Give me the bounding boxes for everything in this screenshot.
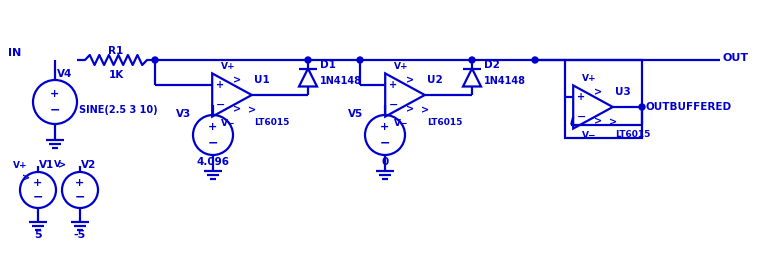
Text: 1K: 1K	[109, 70, 124, 80]
Text: +: +	[578, 92, 585, 102]
Text: >: >	[22, 173, 30, 183]
Text: V2: V2	[81, 160, 96, 170]
Text: −: −	[389, 100, 399, 110]
Text: R1: R1	[109, 46, 124, 56]
Text: V−: V−	[581, 131, 596, 140]
Text: >: >	[233, 75, 241, 85]
Text: 1N4148: 1N4148	[484, 76, 526, 86]
Text: +: +	[208, 122, 217, 132]
Text: −: −	[208, 136, 218, 149]
Text: >: >	[233, 104, 241, 114]
Text: V1: V1	[39, 160, 54, 170]
Text: >: >	[406, 104, 414, 114]
Circle shape	[305, 57, 311, 63]
Text: V: V	[54, 160, 61, 169]
Text: U2: U2	[427, 75, 442, 85]
Text: IN: IN	[8, 48, 21, 58]
Text: V−: V−	[221, 119, 236, 128]
Text: >: >	[421, 106, 429, 116]
Text: V+: V+	[581, 75, 596, 83]
Text: >: >	[58, 160, 66, 170]
Text: D1: D1	[320, 60, 336, 70]
Circle shape	[532, 57, 538, 63]
Text: 4.096: 4.096	[197, 157, 230, 167]
Text: >: >	[406, 75, 414, 85]
Text: LT6015: LT6015	[254, 118, 289, 127]
Text: U3: U3	[615, 87, 630, 97]
Text: 5: 5	[34, 230, 42, 240]
Text: >: >	[594, 117, 602, 127]
Text: +: +	[76, 178, 85, 188]
Text: −: −	[578, 112, 587, 122]
Text: V+: V+	[394, 62, 409, 71]
Text: −: −	[379, 136, 390, 149]
Bar	[565, 60, 642, 138]
Text: −: −	[75, 190, 85, 203]
Text: +: +	[216, 80, 224, 90]
Text: OUT: OUT	[723, 53, 749, 63]
Text: V+: V+	[220, 62, 236, 71]
Text: −: −	[33, 190, 44, 203]
Text: >: >	[609, 118, 617, 128]
Text: +: +	[50, 89, 60, 99]
Text: +: +	[34, 178, 43, 188]
Text: −: −	[216, 100, 226, 110]
Text: V4: V4	[57, 69, 73, 79]
Text: -5: -5	[74, 230, 86, 240]
Text: V3: V3	[176, 109, 191, 119]
Text: +: +	[389, 80, 397, 90]
Text: U1: U1	[254, 75, 269, 85]
Circle shape	[469, 57, 475, 63]
Text: V−: V−	[394, 119, 409, 128]
Text: V5: V5	[348, 109, 363, 119]
Text: −: −	[50, 104, 60, 117]
Text: OUTBUFFERED: OUTBUFFERED	[646, 102, 732, 112]
Text: 1N4148: 1N4148	[320, 76, 362, 86]
Text: >: >	[248, 106, 256, 116]
Text: V+: V+	[13, 161, 28, 170]
Text: >: >	[594, 87, 602, 97]
Circle shape	[639, 104, 645, 110]
Circle shape	[357, 57, 363, 63]
Text: +: +	[380, 122, 389, 132]
Text: LT6015: LT6015	[615, 130, 650, 139]
Circle shape	[152, 57, 158, 63]
Text: D2: D2	[484, 60, 500, 70]
Text: SINE(2.5 3 10): SINE(2.5 3 10)	[79, 105, 158, 115]
Text: 0: 0	[382, 157, 389, 167]
Text: LT6015: LT6015	[427, 118, 462, 127]
